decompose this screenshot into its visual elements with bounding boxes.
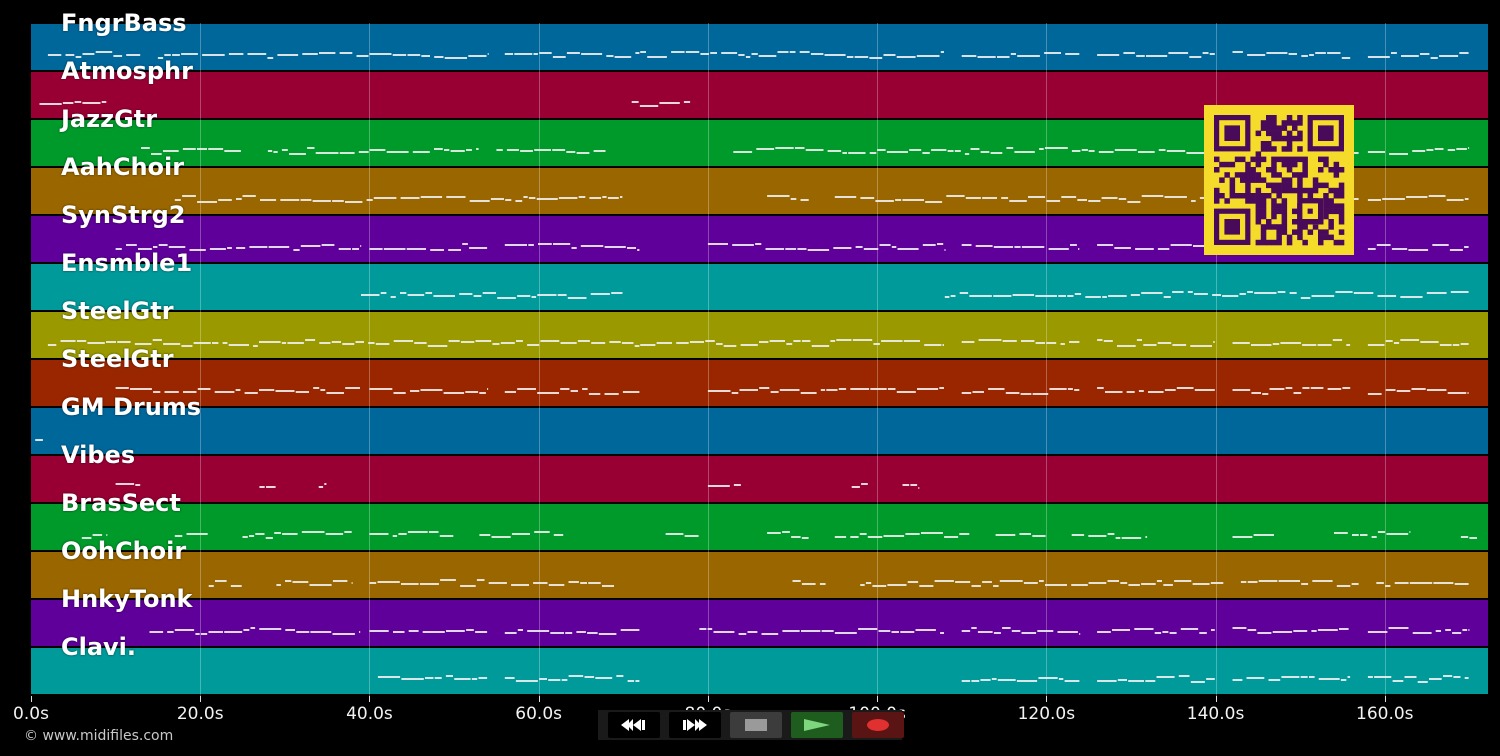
rewind-icon [621, 719, 645, 731]
axis-tick [1215, 696, 1217, 702]
track-label: JazzGtr [61, 105, 158, 133]
track-label: AahChoir [61, 153, 185, 181]
axis-tick-label: 20.0s [176, 704, 224, 724]
track-label: SteelGtr [61, 345, 174, 373]
axis-tick [877, 696, 879, 702]
axis-tick-label: 160.0s [1356, 704, 1414, 724]
rewind-button[interactable] [608, 712, 660, 738]
record-button[interactable] [852, 712, 904, 738]
track-lane [31, 360, 1488, 406]
track-lane [31, 552, 1488, 598]
transport-controls [598, 710, 904, 740]
axis-tick [200, 696, 202, 702]
play-button[interactable] [791, 712, 843, 738]
track-lane [31, 456, 1488, 502]
axis-tick [538, 696, 540, 702]
track-lane [31, 408, 1488, 454]
axis-tick [31, 696, 32, 702]
track-label: SynStrg2 [61, 201, 186, 229]
fast-forward-icon [683, 719, 707, 731]
track-label: BrasSect [61, 489, 181, 517]
track-label: Atmosphr [61, 57, 193, 85]
record-icon [867, 719, 889, 731]
track-label: Ensmble1 [61, 249, 193, 277]
track-lane [31, 24, 1488, 70]
track-label: OohChoir [61, 537, 187, 565]
qr-code [1204, 105, 1354, 255]
axis-tick [369, 696, 371, 702]
axis-tick [1046, 696, 1048, 702]
track-lane [31, 504, 1488, 550]
track-label: Clavi. [61, 633, 137, 661]
axis-tick-label: 140.0s [1186, 704, 1245, 724]
axis-tick [1384, 696, 1386, 702]
axis-tick-label: 120.0s [1017, 704, 1076, 724]
track-label: HnkyTonk [61, 585, 193, 613]
axis-tick-label: 0.0s [13, 704, 49, 724]
axis-tick [707, 696, 709, 702]
track-lane [31, 600, 1488, 646]
track-label: SteelGtr [61, 297, 174, 325]
qr-code-pattern [1214, 115, 1345, 246]
track-lane [31, 648, 1488, 694]
play-icon [804, 719, 830, 731]
axis-tick-label: 60.0s [515, 704, 563, 724]
track-label: Vibes [61, 441, 136, 469]
fast-forward-button[interactable] [669, 712, 721, 738]
copyright-notice: © www.midifiles.com [24, 728, 174, 744]
axis-tick-label: 40.0s [346, 704, 393, 724]
track-lane [31, 312, 1488, 358]
track-label: FngrBass [61, 9, 187, 37]
stop-icon [745, 719, 767, 731]
track-lane [31, 264, 1488, 310]
stop-button[interactable] [730, 712, 782, 738]
track-label: GM Drums [61, 393, 202, 421]
